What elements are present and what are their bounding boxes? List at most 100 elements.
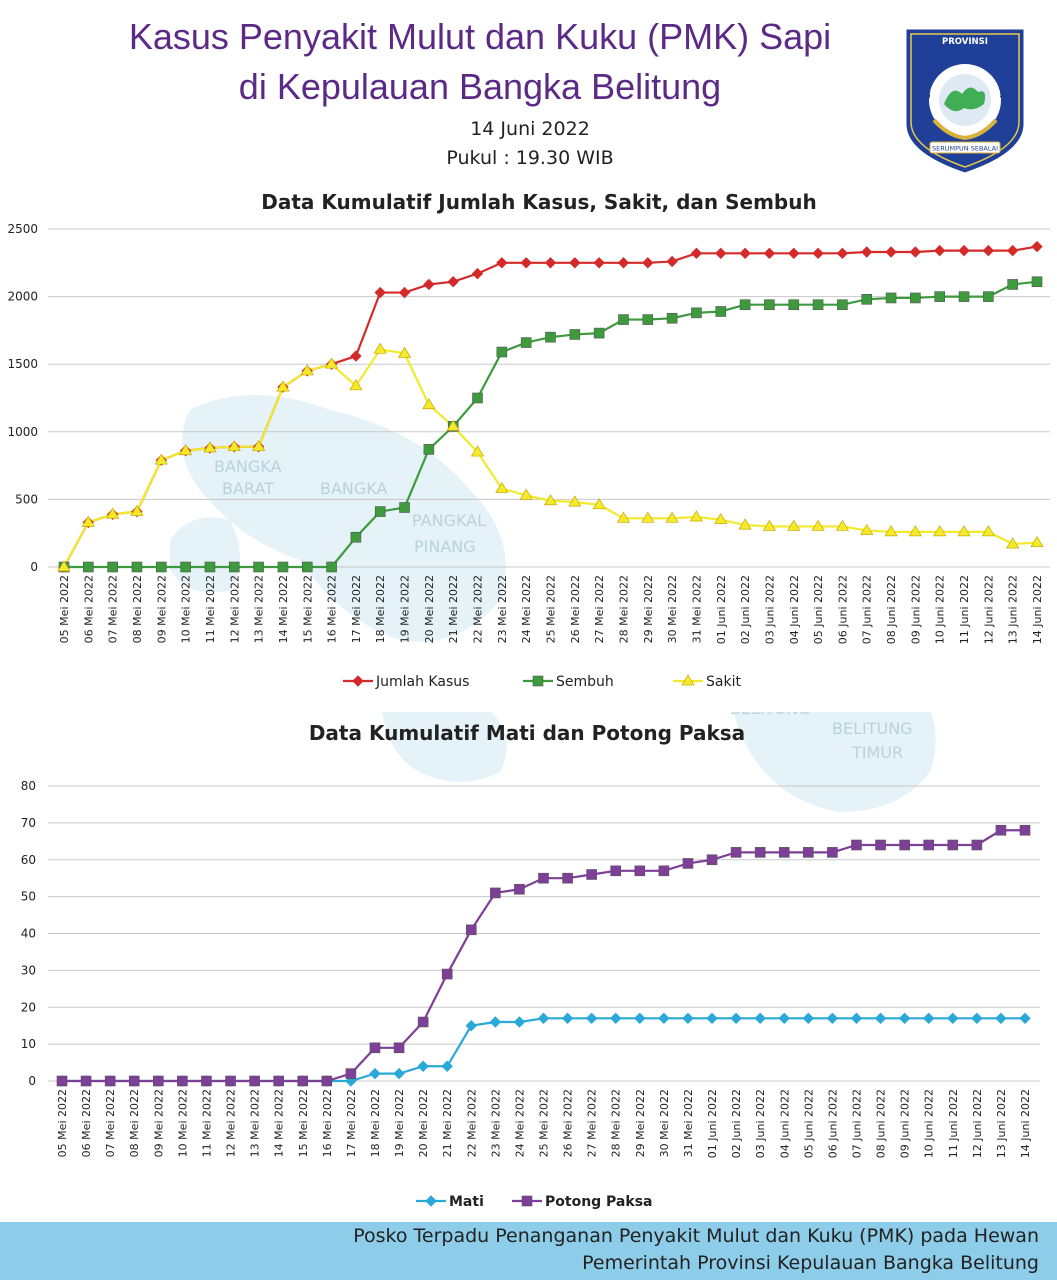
point-sembuh [83,561,94,573]
point-sakit [762,519,777,531]
point-sembuh [666,312,678,324]
point-sembuh [691,307,702,319]
emblem-motto: SERUMPUN SEBALAI [932,145,998,153]
point-sembuh [1007,279,1018,290]
x-tick-label: 11 Mei 2022 [200,1089,213,1157]
x-tick-label: 12 Mei 2022 [228,575,241,643]
x-tick-label: 29 Mei 2022 [634,1089,647,1157]
x-tick-label: 09 Juni 2022 [899,1089,912,1158]
point-potong-paksa [682,858,694,869]
y-tick-label: 0 [28,1074,36,1088]
point-sembuh [496,346,508,358]
point-jumlah-kasus [690,247,703,260]
legend-label-jumlah-kasus: Jumlah Kasus [375,674,469,690]
y-tick-label: 1500 [7,357,38,371]
point-sakit [957,525,971,537]
point-sakit [811,519,825,531]
point-sembuh [837,299,848,311]
point-potong-paksa [465,924,477,936]
point-sembuh [715,306,727,317]
point-potong-paksa [730,847,742,858]
report-date: 14 Juni 2022 [470,118,590,140]
point-sembuh [520,337,532,348]
chart1-title: Data Kumulatif Jumlah Kasus, Sakit, dan … [261,190,816,214]
point-sakit [276,380,290,392]
x-tick-label: 18 Mei 2022 [369,1089,382,1157]
point-jumlah-kasus [933,244,946,257]
x-tick-label: 06 Juni 2022 [836,575,849,644]
y-tick-label: 10 [21,1037,36,1051]
x-tick-label: 26 Mei 2022 [569,575,582,643]
point-potong-paksa [995,824,1007,836]
point-mati [393,1067,405,1080]
x-tick-label: 29 Mei 2022 [642,575,655,643]
point-sembuh [739,299,751,311]
x-tick-label: 12 Mei 2022 [225,1089,238,1157]
point-mati [922,1012,935,1025]
point-sakit [300,364,314,376]
point-sakit [422,398,436,410]
point-sakit [787,519,801,531]
x-tick-label: 26 Mei 2022 [562,1089,575,1157]
legend-label-potong-paksa: Potong Paksa [545,1194,652,1210]
point-sembuh [204,561,216,573]
point-potong-paksa [754,847,766,858]
point-mati [947,1012,959,1025]
point-sembuh [569,329,581,340]
point-mati [778,1012,790,1025]
footer-line-2: Pemerintah Provinsi Kepulauan Bangka Bel… [582,1252,1039,1274]
x-tick-label: 27 Mei 2022 [586,1089,599,1157]
x-tick-label: 30 Mei 2022 [658,1089,671,1157]
x-tick-label: 21 Mei 2022 [447,575,460,643]
point-jumlah-kasus [617,257,630,269]
x-tick-label: 28 Mei 2022 [610,1089,623,1157]
point-mati [537,1012,550,1025]
y-tick-label: 2500 [7,222,38,236]
point-potong-paksa [803,847,814,858]
point-potong-paksa [923,839,935,851]
point-sakit [738,518,752,530]
point-sembuh [131,561,143,573]
x-tick-label: 14 Mei 2022 [277,575,290,643]
point-mati [610,1012,622,1025]
point-sakit [154,453,168,465]
point-sakit [1030,535,1044,548]
point-sakit [665,511,679,523]
x-tick-label: 31 Mei 2022 [690,575,703,643]
series-line-potong-paksa [62,829,1025,1083]
x-tick-label: 15 Mei 2022 [297,1089,310,1157]
point-mati [682,1012,694,1025]
legend-marker-sembuh [532,675,544,687]
point-sembuh [910,292,921,304]
chart-kasus-sakit-sembuh: BANGKA BARAT BANGKA PANGKAL PINANG Data … [7,190,1050,690]
point-jumlah-kasus [958,244,970,257]
x-tick-label: 08 Juni 2022 [875,1089,888,1158]
point-mati [465,1019,477,1032]
y-tick-label: 500 [15,492,38,506]
point-sembuh [593,327,605,339]
chart-mati-potong-paksa: SELATAN BELITUNG BELITUNG TIMUR Data Kum… [21,712,1040,1210]
x-tick-label: 03 Juni 2022 [754,1089,767,1158]
point-jumlah-kasus [715,247,727,260]
point-jumlah-kasus [520,257,532,269]
x-tick-label: 25 Mei 2022 [538,1089,551,1157]
x-tick-label: 16 Mei 2022 [326,575,339,643]
point-mati [658,1012,670,1025]
point-jumlah-kasus [350,350,362,362]
point-potong-paksa [971,839,983,851]
map-label-bangka-barat-1: BANGKA [214,457,282,476]
point-sakit [495,481,509,493]
point-potong-paksa [128,1075,140,1087]
x-tick-label: 22 Mei 2022 [472,575,485,643]
point-sembuh [423,444,435,455]
point-jumlah-kasus [885,246,897,258]
x-tick-label: 14 Juni 2022 [1031,575,1044,644]
legend-label-mati: Mati [449,1194,484,1210]
map-label-bangka-barat-2: BARAT [222,479,274,498]
x-tick-label: 09 Mei 2022 [152,1089,165,1157]
chart2-title: Data Kumulatif Mati dan Potong Paksa [309,721,745,745]
point-sakit [81,515,95,527]
x-tick-label: 04 Juni 2022 [788,575,801,644]
footer-line-1: Posko Terpadu Penanganan Penyakit Mulut … [353,1225,1039,1247]
point-potong-paksa [177,1075,188,1087]
